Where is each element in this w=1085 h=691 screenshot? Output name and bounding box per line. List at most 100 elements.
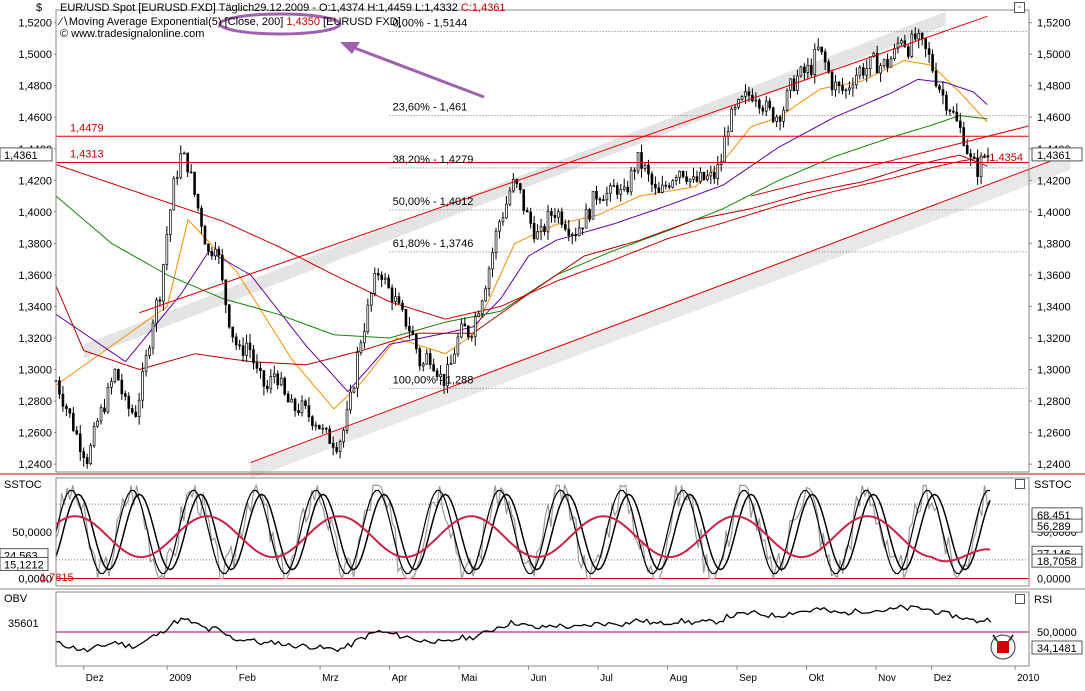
obv-value-box xyxy=(0,617,48,630)
candle-body xyxy=(640,152,643,169)
maximize-button-main[interactable]: ▫ xyxy=(1014,2,1025,13)
ema-legend-line: ∕∖Moving Average Exponential(5) [Close, … xyxy=(60,15,401,28)
candle-body xyxy=(65,405,68,410)
candle-body xyxy=(661,184,664,193)
candle-body xyxy=(272,373,276,377)
candle-body xyxy=(453,353,456,364)
candle-body xyxy=(356,352,359,389)
candle-body xyxy=(730,108,733,132)
candle-body xyxy=(113,369,117,382)
candle-body xyxy=(224,279,228,306)
trend-line xyxy=(750,125,1030,197)
symbol-ohlc-line: EUR/USD Spot [EURUSD FXD] Täglich29.12.2… xyxy=(60,2,506,14)
candle-body xyxy=(664,184,668,187)
y-tick-label-left: 1,4200 xyxy=(18,175,52,187)
price-candles xyxy=(54,27,990,469)
candle-body xyxy=(99,407,103,422)
candle-body xyxy=(390,287,394,302)
candle-body xyxy=(945,94,948,111)
candle-body xyxy=(827,61,830,73)
x-tick-label: Dez xyxy=(86,673,104,684)
stoch-title: SSTOC xyxy=(4,479,42,491)
y-tick-label-left: 1,3600 xyxy=(18,270,52,282)
candle-body xyxy=(550,211,553,216)
candle-body xyxy=(629,169,633,193)
stoch-left-label: 1,7815 xyxy=(40,572,74,584)
candle-body xyxy=(331,443,335,448)
candle-body xyxy=(324,427,328,430)
candle-body xyxy=(501,217,505,223)
candle-body xyxy=(380,274,383,280)
candle-body xyxy=(238,344,241,347)
candle-body xyxy=(383,277,387,280)
candle-body xyxy=(130,408,134,413)
fib-level-label: 0,00% - 1,5144 xyxy=(393,17,468,29)
obv-panel: 35601 50,0000 34,1481 xyxy=(0,604,1083,655)
stoch-title-right: SSTOC xyxy=(1034,479,1072,491)
candle-body xyxy=(972,156,976,159)
y-tick-label-left: 1,2400 xyxy=(18,459,52,471)
candle-body xyxy=(345,409,349,431)
candle-body xyxy=(758,99,761,109)
candle-body xyxy=(297,410,300,414)
candle-body xyxy=(314,424,318,427)
candle-body xyxy=(654,183,657,189)
fib-level-label: 61,80% - 1,3746 xyxy=(393,238,474,250)
fib-level-label: 23,60% - 1,461 xyxy=(393,102,468,114)
candle-body xyxy=(539,226,543,232)
ema-legend-name: Moving Average Exponential(5) xyxy=(68,16,225,28)
candle-body xyxy=(245,342,248,356)
y-tick-label-right: 1,5000 xyxy=(1037,49,1071,61)
candle-body xyxy=(820,46,824,53)
x-tick-label: 2009 xyxy=(169,673,192,684)
candle-body xyxy=(633,169,636,172)
stoch-signal-line xyxy=(55,515,991,563)
candle-body xyxy=(89,445,92,464)
candle-body xyxy=(567,228,571,236)
candle-body xyxy=(203,225,207,245)
candle-body xyxy=(269,376,273,390)
candle-body xyxy=(650,173,654,185)
logo-ring xyxy=(990,634,1016,660)
candle-body xyxy=(979,155,983,178)
candle-body xyxy=(522,189,526,211)
candle-body xyxy=(941,89,945,96)
candle-body xyxy=(609,185,612,194)
candle-body xyxy=(82,451,86,458)
candle-body xyxy=(782,109,785,122)
candle-body xyxy=(169,209,172,235)
source-url: www.tradesignalonline.com xyxy=(71,28,205,40)
candle-body xyxy=(983,155,986,158)
y-tick-label-right: 1,2600 xyxy=(1037,428,1071,440)
arrow-head xyxy=(340,42,360,54)
candle-body xyxy=(560,211,564,225)
maximize-button-obv[interactable] xyxy=(1015,594,1025,604)
candle-body xyxy=(68,408,72,414)
candle-body xyxy=(182,152,186,155)
candle-body xyxy=(747,91,751,96)
candle-body xyxy=(473,316,477,338)
candle-body xyxy=(449,362,453,366)
candle-body xyxy=(907,46,910,57)
candle-body xyxy=(415,334,418,350)
axes: 1,5200 1,5200 1,5000 1,5000 1,4800 1,4800 1,46… xyxy=(0,9,1085,684)
y-tick-label-right: 1,3000 xyxy=(1037,365,1071,377)
candle-body xyxy=(78,433,82,452)
candle-body xyxy=(868,56,872,69)
candle-body xyxy=(477,313,480,318)
candle-body xyxy=(408,325,411,332)
candle-body xyxy=(498,221,501,232)
rsi-title: RSI xyxy=(1034,594,1053,606)
candle-body xyxy=(615,185,619,195)
candle-body xyxy=(903,40,907,47)
candle-body xyxy=(934,70,938,87)
candle-body xyxy=(688,178,692,182)
x-tick-label: Feb xyxy=(239,673,257,684)
labels: 0,00% - 1,5144 23,60% - 1,461 38,20% - 1,4… xyxy=(0,17,1083,660)
candle-body xyxy=(359,342,363,353)
candle-body xyxy=(512,179,515,192)
candle-body xyxy=(494,230,498,253)
candle-body xyxy=(844,89,848,92)
candle-body xyxy=(848,87,851,91)
maximize-button-stoch[interactable] xyxy=(1015,479,1025,489)
